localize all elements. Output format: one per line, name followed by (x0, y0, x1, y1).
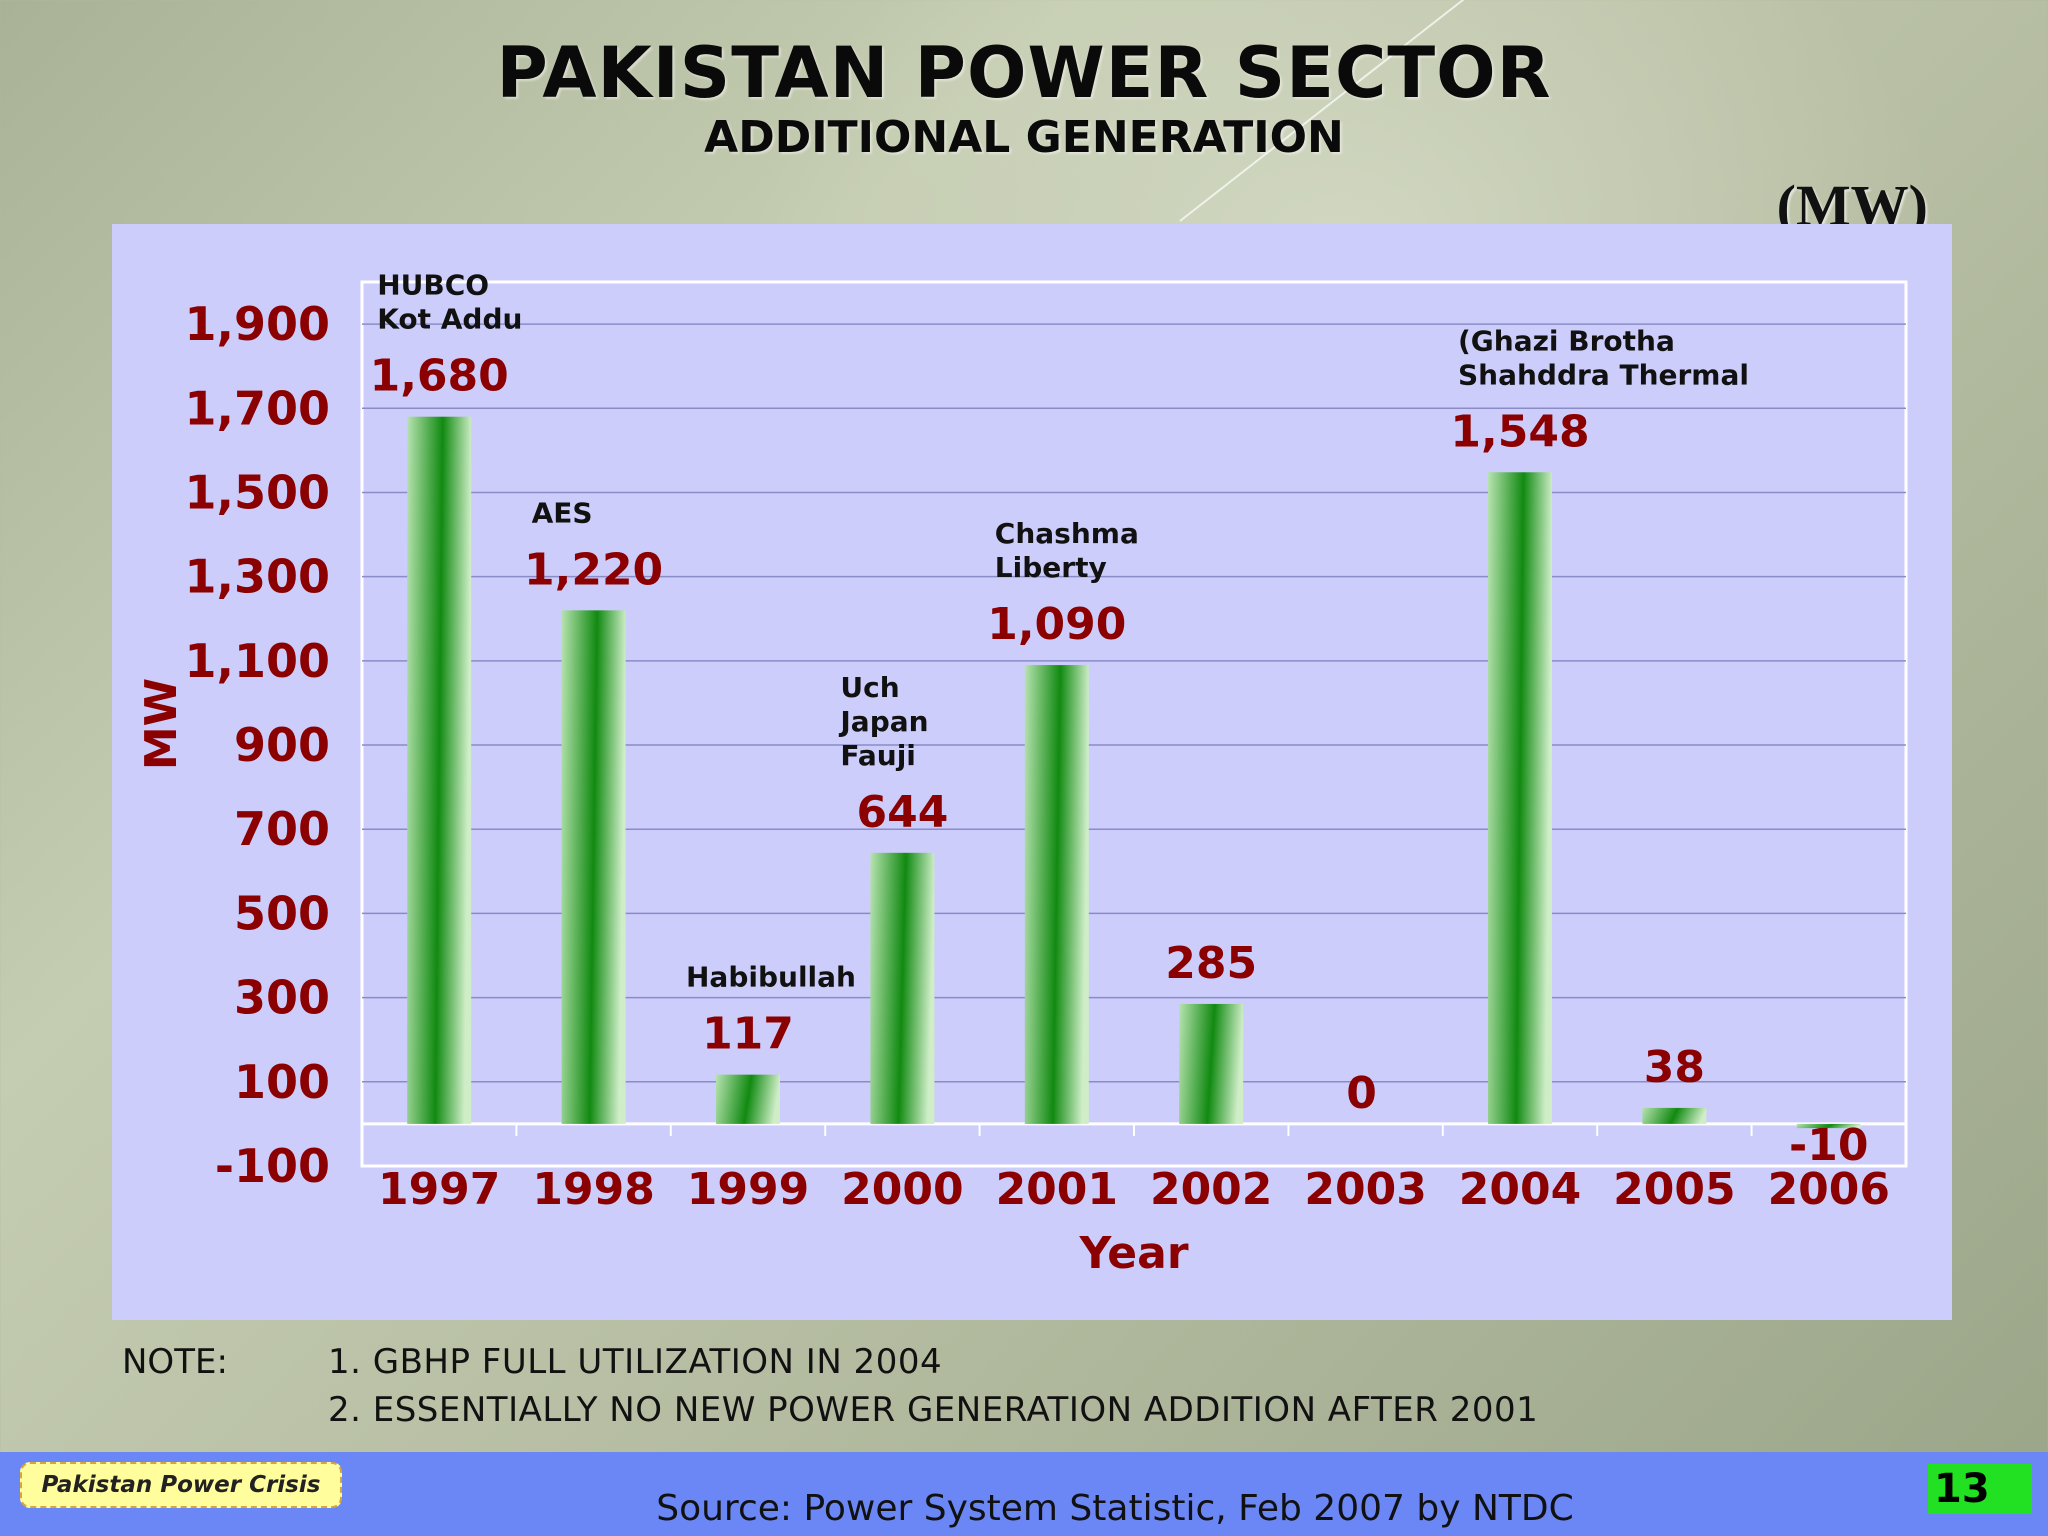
y-tick-label: 500 (234, 886, 330, 940)
note-line-1: 1. GBHP FULL UTILIZATION IN 2004 (328, 1342, 943, 1382)
value-label-2002: 285 (1165, 938, 1257, 989)
y-tick-label: 1,500 (184, 465, 330, 519)
x-tick-label-1999: 1999 (687, 1164, 809, 1215)
value-label-1998: 1,220 (524, 544, 663, 595)
plot-frame (360, 280, 1908, 1168)
y-tick-label: 1,700 (184, 381, 330, 435)
value-label-2003: 0 (1346, 1068, 1377, 1119)
annotation-2000: Uch (840, 671, 899, 704)
annotation-1997: HUBCO (377, 269, 489, 302)
bar-2001 (1024, 665, 1089, 1124)
bar-2004 (1488, 472, 1552, 1124)
y-tick-label: 1,100 (184, 634, 330, 688)
annotation-2000: Japan (838, 705, 928, 738)
page-number: 13 (1928, 1464, 2032, 1514)
y-tick-label: 100 (234, 1055, 330, 1109)
note-label: NOTE: (122, 1342, 228, 1382)
source-text: Source: Power System Statistic, Feb 2007… (656, 1488, 1574, 1529)
y-axis-title: MW (136, 678, 187, 770)
x-tick-label-2001: 2001 (996, 1164, 1118, 1215)
annotation-2001: Liberty (995, 551, 1107, 584)
x-tick-label-2004: 2004 (1459, 1164, 1581, 1215)
value-label-2004: 1,548 (1450, 406, 1589, 457)
x-tick-label-2006: 2006 (1768, 1164, 1890, 1215)
bar-2006 (1796, 1123, 1861, 1129)
value-label-2001: 1,090 (987, 599, 1126, 650)
x-tick-label-2005: 2005 (1613, 1164, 1735, 1215)
value-label-1999: 117 (702, 1009, 794, 1060)
value-label-2006: -10 (1789, 1120, 1869, 1171)
y-tick-label: -100 (215, 1139, 330, 1193)
note-line-2: 2. ESSENTIALLY NO NEW POWER GENERATION A… (328, 1390, 1539, 1430)
annotation-1999: Habibullah (686, 961, 856, 994)
bar-2002 (1179, 1003, 1244, 1124)
footer-badge: Pakistan Power Crisis (20, 1462, 342, 1508)
slide-subtitle: ADDITIONAL GENERATION (704, 112, 1344, 163)
slide-title: PAKISTAN POWER SECTOR (496, 32, 1552, 114)
annotation-1998: AES (532, 496, 593, 529)
y-tick-label: 1,300 (184, 550, 330, 604)
annotation-2001: Chashma (995, 517, 1139, 550)
x-tick-label-2003: 2003 (1304, 1164, 1426, 1215)
y-tick-label: 300 (234, 971, 330, 1025)
y-tick-label: 900 (234, 718, 330, 772)
x-tick-label-1997: 1997 (378, 1164, 500, 1215)
y-tick-label: 1,900 (184, 297, 330, 351)
annotation-1997: Kot Addu (377, 303, 522, 336)
annotation-2004: (Ghazi Brotha (1458, 324, 1675, 357)
bar-2000 (870, 852, 935, 1124)
bar-1998 (561, 610, 626, 1124)
footer-bar: Pakistan Power Crisis Source: Power Syst… (0, 1452, 2048, 1536)
annotation-2004: Shahddra Thermal (1458, 358, 1749, 391)
x-tick-label-2000: 2000 (841, 1164, 963, 1215)
y-tick-label: 700 (234, 802, 330, 856)
bar-2005 (1642, 1107, 1707, 1124)
value-label-2005: 38 (1644, 1042, 1705, 1093)
x-tick-label-1998: 1998 (532, 1164, 654, 1215)
x-tick-label-2002: 2002 (1150, 1164, 1272, 1215)
x-axis-title: Year (1078, 1228, 1188, 1279)
annotation-2000: Fauji (840, 739, 916, 772)
bar-1997 (407, 416, 472, 1124)
bar-1999 (716, 1074, 780, 1124)
value-label-1997: 1,680 (370, 351, 509, 402)
value-label-2000: 644 (856, 787, 948, 838)
